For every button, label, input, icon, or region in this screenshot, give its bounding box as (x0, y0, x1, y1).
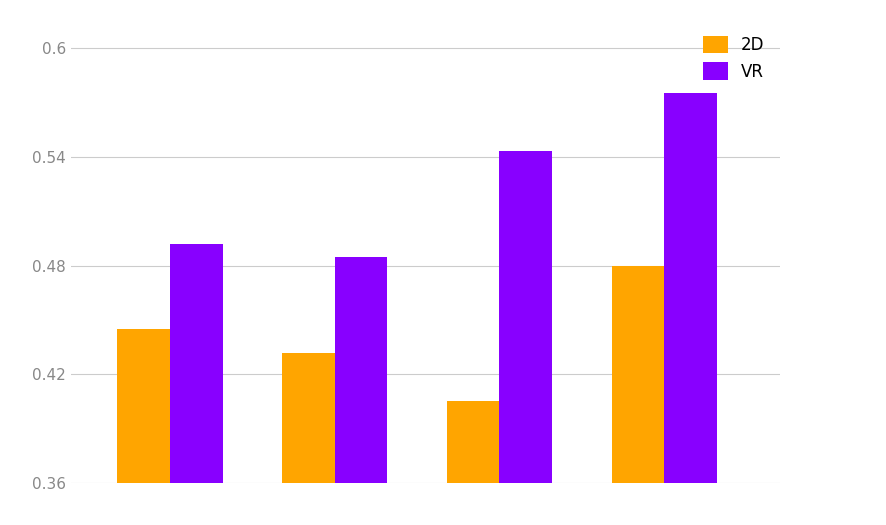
Bar (335, 257, 387, 525)
Bar (282, 353, 335, 525)
Bar (117, 329, 170, 525)
Bar (170, 244, 222, 525)
Bar (500, 151, 552, 525)
Bar (611, 266, 664, 525)
Legend: 2D, VR: 2D, VR (696, 29, 772, 87)
Bar (447, 402, 500, 525)
Bar (664, 93, 717, 525)
